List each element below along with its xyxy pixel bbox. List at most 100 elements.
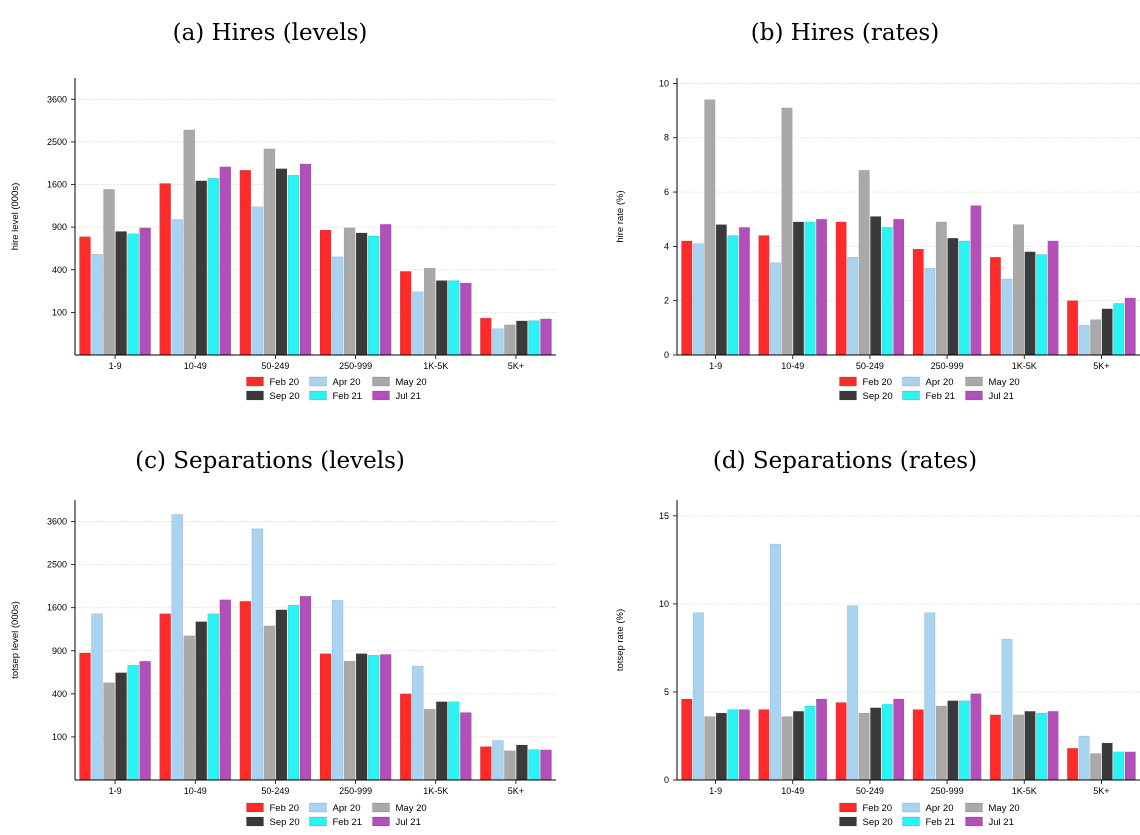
bar — [681, 240, 693, 356]
bar — [504, 324, 516, 356]
x-tick-label: 1K-5K — [1012, 361, 1037, 371]
bar — [299, 163, 312, 356]
bar — [947, 237, 959, 356]
chart-title: (a) Hires (levels) — [173, 20, 368, 46]
bar — [263, 625, 276, 781]
bar — [769, 262, 781, 356]
chart-title: (b) Hires (rates) — [751, 20, 939, 46]
bar — [715, 712, 727, 781]
bar — [528, 749, 540, 781]
bar — [516, 744, 528, 781]
y-tick-label: 6 — [664, 187, 669, 197]
bar — [115, 672, 127, 781]
bar — [343, 227, 356, 356]
bar — [793, 221, 805, 356]
legend-swatch — [965, 376, 983, 387]
bar — [367, 654, 380, 781]
bar — [1047, 240, 1059, 356]
bar — [912, 709, 924, 781]
x-tick-label: 1K-5K — [1012, 786, 1037, 796]
bar — [492, 740, 504, 781]
bar — [139, 660, 151, 781]
bar — [858, 712, 870, 781]
y-tick-label: 0 — [664, 350, 669, 360]
legend-label: Sep 20 — [270, 817, 300, 828]
legend-label: Apr 20 — [926, 803, 954, 814]
bar — [195, 180, 208, 356]
bar — [436, 701, 448, 781]
legend-swatch — [839, 390, 857, 401]
y-tick-label: 2500 — [47, 560, 67, 570]
chart-title: (c) Separations (levels) — [135, 448, 405, 474]
y-tick-label: 900 — [52, 222, 67, 232]
bar — [399, 693, 412, 781]
legend-swatch — [309, 376, 327, 387]
legend-label: Feb 20 — [270, 377, 300, 388]
bar — [804, 705, 816, 781]
y-tick-label: 2 — [664, 296, 669, 306]
legend-label: Feb 20 — [270, 803, 300, 814]
x-tick-label: 5K+ — [508, 361, 524, 371]
bar — [847, 605, 859, 781]
x-tick-label: 250-999 — [339, 361, 372, 371]
bar — [1124, 297, 1136, 356]
legend-swatch — [839, 802, 857, 813]
bar — [1124, 751, 1136, 781]
bar — [989, 256, 1001, 356]
bar — [727, 709, 739, 781]
bar — [127, 664, 139, 781]
bar — [195, 621, 208, 781]
bar — [516, 320, 528, 356]
bar — [935, 705, 947, 781]
bar — [103, 189, 115, 356]
bar — [970, 205, 982, 356]
bar — [139, 227, 151, 356]
bar — [1090, 319, 1102, 356]
bar — [540, 318, 552, 356]
bar — [171, 219, 183, 356]
bar — [704, 99, 716, 356]
bar — [239, 169, 252, 356]
legend-swatch — [839, 376, 857, 387]
legend-label: Sep 20 — [270, 391, 300, 402]
bar — [1001, 278, 1013, 356]
legend-label: Apr 20 — [333, 803, 361, 814]
bar — [159, 613, 171, 781]
chart-title: (d) Separations (rates) — [713, 448, 977, 474]
bar — [319, 229, 332, 356]
legend-swatch — [965, 816, 983, 827]
bar — [207, 178, 220, 356]
x-tick-label: 10-49 — [184, 361, 207, 371]
legend-label: Feb 21 — [926, 391, 956, 402]
bar — [379, 654, 392, 781]
chart-panel-4: (d) Separations (rates) 0 5 10 15 totsep rate… — [615, 448, 1140, 828]
legend-swatch — [372, 376, 390, 387]
legend-label: Feb 21 — [333, 391, 363, 402]
legend-label: Jul 21 — [989, 391, 1014, 402]
legend-swatch — [902, 390, 920, 401]
bar — [355, 653, 368, 781]
legend: Feb 20 Apr 20 May 20 Sep 20 Feb 21 Jul 21 — [839, 802, 1020, 828]
bar — [379, 224, 392, 356]
legend-swatch — [309, 390, 327, 401]
chart-panel-1: (a) Hires (levels) 100 400 900 1600 2500 3600 h… — [10, 20, 556, 402]
bar — [355, 232, 368, 356]
y-tick-label: 400 — [52, 689, 67, 699]
x-tick-label: 10-49 — [781, 786, 804, 796]
bar — [738, 227, 750, 356]
bar — [251, 206, 264, 356]
legend-label: Apr 20 — [333, 377, 361, 388]
bar — [480, 746, 492, 781]
bar — [738, 709, 750, 781]
bar — [924, 612, 936, 781]
bar — [423, 267, 436, 356]
bar — [331, 600, 344, 781]
bar — [1036, 712, 1048, 781]
x-tick-label: 250-999 — [339, 786, 372, 796]
bar — [91, 613, 103, 781]
y-tick-label: 3600 — [47, 94, 67, 104]
bar — [287, 174, 300, 356]
bar — [411, 291, 424, 356]
bar — [299, 595, 312, 781]
y-tick-label: 15 — [659, 511, 669, 521]
